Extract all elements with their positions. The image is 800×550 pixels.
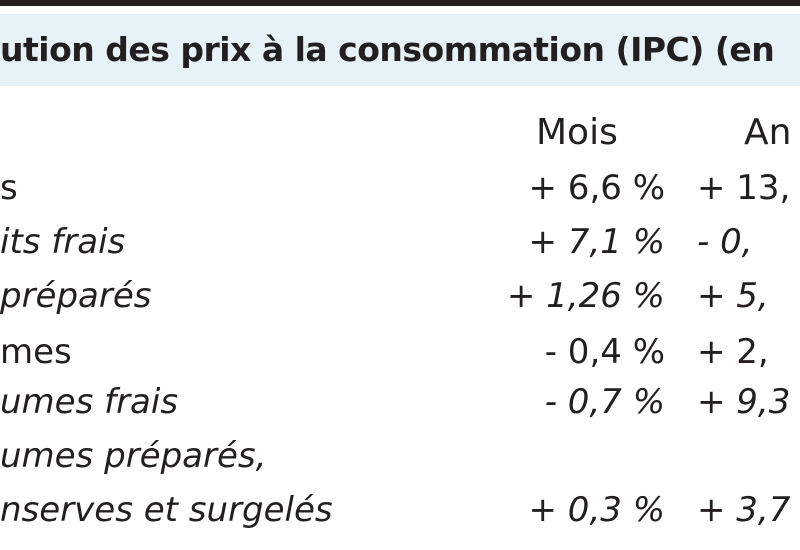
row-month-value: - 0,7 % [544,382,665,422]
row-year-value: + 9,3 [697,382,791,422]
row-year-value: + 3,7 [697,490,791,530]
row-label: préparés [0,276,152,316]
row-label: mes [0,332,72,372]
table-row: umes frais - 0,7 % + 9,3 [0,382,800,434]
table-row: s + 6,6 % + 13, [0,168,800,220]
row-label: its frais [0,222,126,262]
table-row: mes - 0,4 % + 2, [0,332,800,384]
row-month-value: + 6,6 % [528,168,665,208]
column-header-month: Mois [536,112,618,153]
row-label: umes frais [0,382,179,422]
row-label: s [0,168,18,208]
row-year-value: - 0, [697,222,753,262]
table-row: nserves et surgelés + 0,3 % + 3,7 [0,490,800,542]
row-year-value: + 13, [697,168,791,208]
row-month-value: + 7,1 % [528,222,665,262]
title-band [0,14,800,86]
row-year-value: + 2, [697,332,769,372]
row-month-value: + 0,3 % [528,490,665,530]
table-row: préparés + 1,26 % + 5, [0,276,800,328]
row-month-value: - 0,4 % [544,332,665,372]
row-year-value: + 5, [697,276,769,316]
table-row: its frais + 7,1 % - 0, [0,222,800,274]
row-label: umes préparés, [0,436,267,476]
row-month-value: + 1,26 % [506,276,665,316]
row-label: nserves et surgelés [0,490,333,530]
table-row: umes préparés, [0,436,800,488]
top-rule [0,0,800,6]
column-header-year: An [744,112,792,153]
table-title: ution des prix à la consommation (IPC) (… [0,30,775,69]
